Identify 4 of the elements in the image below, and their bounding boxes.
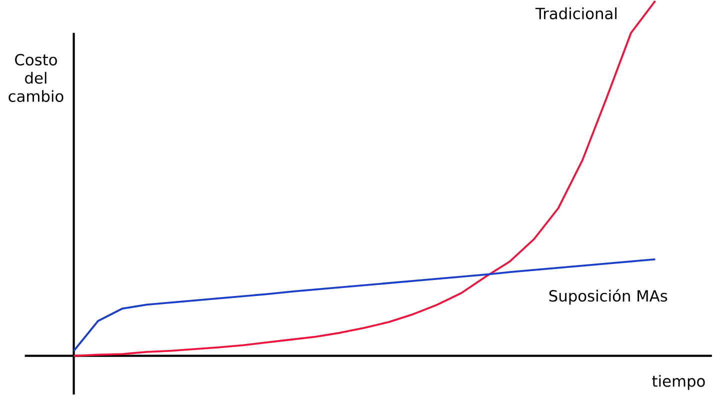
series-label: Suposición MAs bbox=[549, 289, 668, 305]
series-label: Tradicional bbox=[535, 8, 617, 20]
y-axis-title: Costo del cambio bbox=[8, 54, 64, 102]
x-axis-title: tiempo bbox=[652, 375, 705, 390]
